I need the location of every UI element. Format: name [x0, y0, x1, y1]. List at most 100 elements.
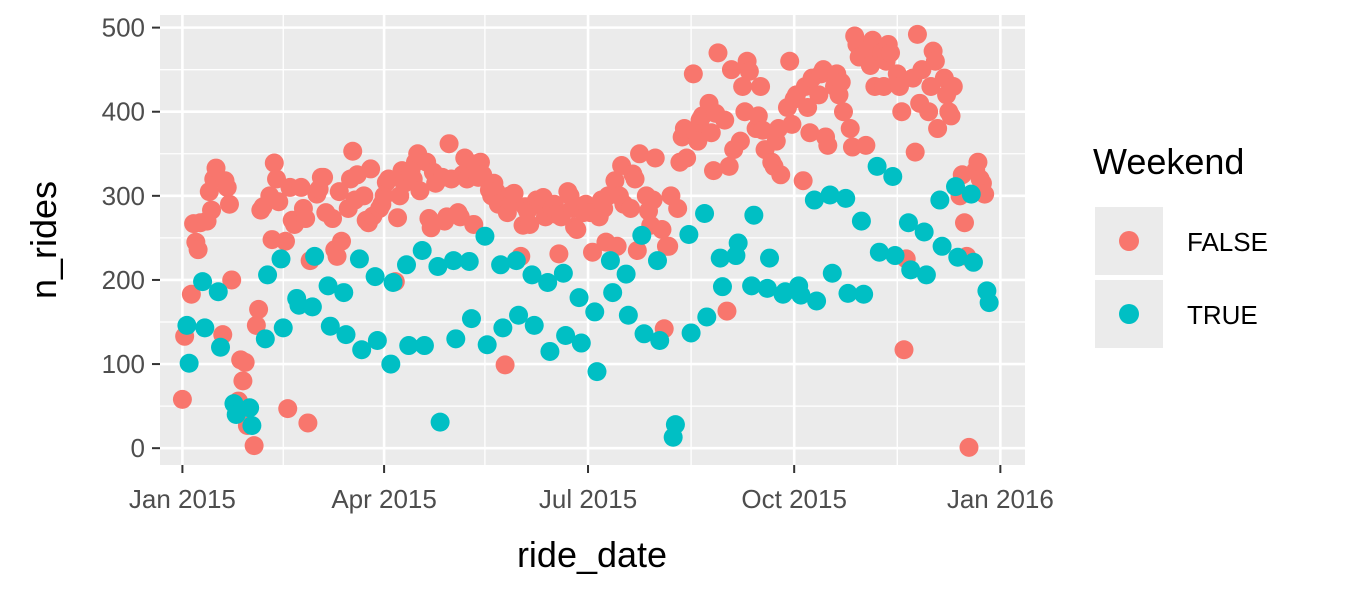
data-point-false: [818, 135, 838, 155]
data-point-false: [217, 177, 237, 197]
data-point-true: [444, 251, 464, 271]
data-point-false: [860, 55, 880, 75]
data-point-false: [881, 43, 901, 63]
data-point-false: [782, 114, 802, 134]
data-point-true: [804, 190, 824, 210]
legend: Weekend FALSE TRUE: [1093, 141, 1268, 348]
data-point-false: [683, 64, 703, 84]
data-point-false: [652, 219, 672, 239]
data-point-true: [760, 248, 780, 268]
data-point-false: [202, 200, 222, 220]
data-point-true: [271, 249, 291, 269]
data-point-true: [538, 272, 558, 292]
data-point-false: [343, 141, 363, 161]
data-point-true: [757, 278, 777, 298]
series-true: [177, 156, 999, 447]
data-point-true: [697, 307, 717, 327]
data-point-true: [208, 282, 228, 302]
data-point-true: [822, 263, 842, 283]
data-point-false: [233, 371, 253, 391]
x-tick-label: Apr 2015: [331, 484, 437, 514]
data-point-false: [800, 123, 820, 143]
data-point-false: [329, 182, 349, 202]
x-axis: Jan 2015 Apr 2015 Jul 2015 Oct 2015 Jan 2016: [129, 465, 1054, 514]
data-point-true: [665, 415, 685, 435]
data-point-true: [302, 297, 322, 317]
data-point-true: [634, 324, 654, 344]
data-point-true: [397, 255, 416, 275]
data-point-false: [943, 77, 963, 96]
data-point-false: [894, 340, 914, 360]
data-point-true: [428, 257, 448, 276]
data-point-true: [524, 315, 544, 335]
data-point-false: [246, 315, 266, 335]
data-point-true: [742, 276, 762, 296]
data-point-false: [809, 85, 829, 105]
data-point-true: [493, 318, 513, 338]
data-point-true: [459, 251, 479, 271]
data-point-true: [195, 318, 215, 338]
y-tick-label: 0: [131, 433, 145, 463]
data-point-false: [410, 181, 430, 201]
data-point-true: [430, 412, 450, 432]
data-point-true: [273, 318, 293, 338]
data-point-true: [744, 205, 764, 225]
data-point-true: [412, 241, 432, 261]
x-tick-label: Oct 2015: [741, 484, 847, 514]
data-point-true: [367, 331, 387, 351]
data-point-false: [733, 77, 753, 96]
data-point-true: [320, 316, 340, 336]
data-point-false: [495, 355, 515, 375]
data-point-false: [327, 246, 347, 266]
data-point-false: [244, 436, 264, 456]
x-tick-label: Jan 2015: [129, 484, 236, 514]
data-point-false: [748, 106, 768, 126]
data-point-false: [798, 98, 818, 118]
data-point-false: [627, 241, 647, 261]
y-tick-label: 500: [102, 13, 145, 43]
data-point-false: [298, 413, 318, 433]
data-point-false: [439, 134, 459, 154]
data-point-true: [336, 325, 356, 345]
legend-label-true: TRUE: [1187, 300, 1258, 330]
data-point-true: [710, 248, 730, 268]
data-point-false: [704, 161, 724, 181]
data-point-true: [506, 251, 526, 271]
data-point-false: [275, 231, 295, 251]
legend-key-false: [1119, 231, 1139, 251]
y-tick-label: 200: [102, 265, 145, 295]
data-point-false: [771, 165, 791, 185]
y-axis: 0 100 200 300 400 500: [102, 13, 160, 463]
data-point-true: [836, 188, 856, 208]
data-point-true: [569, 288, 589, 308]
data-point-true: [838, 283, 858, 303]
data-point-true: [522, 265, 542, 285]
data-point-false: [780, 51, 800, 71]
data-point-false: [361, 159, 381, 179]
data-point-true: [383, 272, 403, 292]
data-point-false: [941, 106, 961, 126]
data-point-true: [679, 225, 699, 245]
data-point-false: [291, 177, 311, 197]
data-point-false: [625, 169, 645, 189]
data-point-false: [235, 352, 255, 372]
data-point-true: [461, 309, 481, 329]
data-point-false: [721, 60, 741, 80]
data-point-true: [681, 323, 701, 343]
data-point-true: [791, 285, 811, 305]
data-point-true: [712, 277, 732, 297]
data-point-false: [659, 236, 679, 256]
data-point-false: [905, 142, 925, 162]
data-point-false: [278, 399, 298, 419]
data-point-true: [898, 213, 918, 233]
data-point-true: [211, 337, 231, 357]
data-point-true: [242, 415, 262, 435]
data-point-false: [181, 284, 201, 304]
data-point-true: [979, 293, 999, 313]
data-point-false: [708, 43, 728, 63]
data-point-false: [219, 194, 239, 214]
data-point-false: [925, 51, 945, 71]
data-point-false: [314, 167, 334, 187]
y-tick-label: 300: [102, 181, 145, 211]
data-point-true: [914, 222, 934, 242]
